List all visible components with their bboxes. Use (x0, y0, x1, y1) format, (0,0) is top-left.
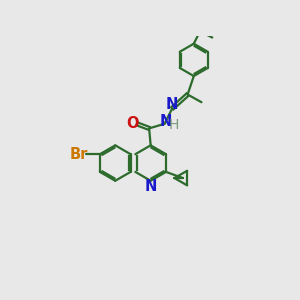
Text: N: N (166, 97, 178, 112)
Text: O: O (126, 116, 138, 131)
Text: H: H (169, 118, 179, 132)
Text: N: N (160, 114, 172, 129)
Text: N: N (145, 178, 157, 194)
Text: Br: Br (69, 147, 88, 162)
